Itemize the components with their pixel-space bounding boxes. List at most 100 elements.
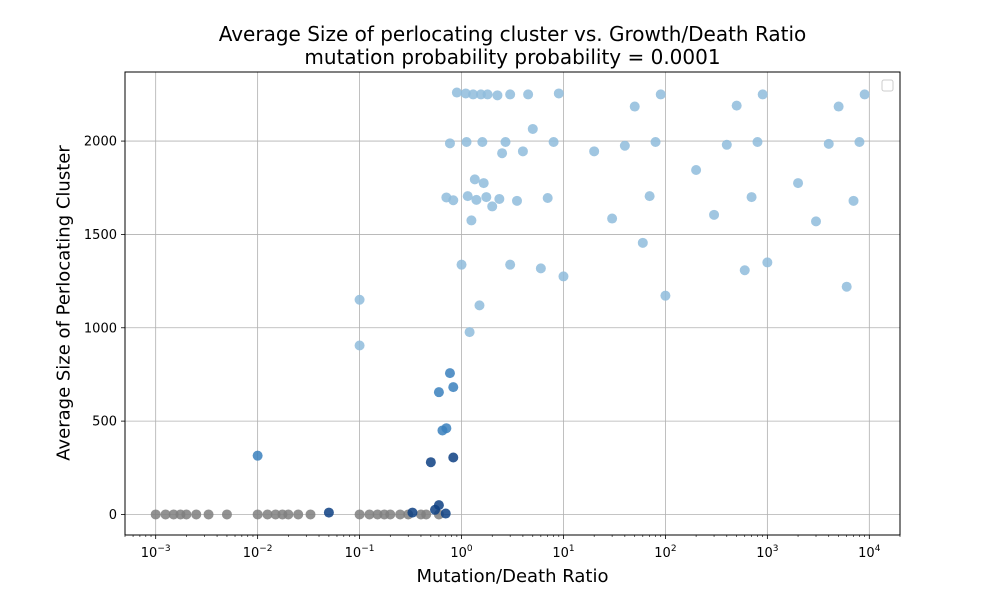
data-point [527,123,538,134]
data-point [854,137,865,148]
data-point [497,148,508,159]
data-point [553,88,564,99]
x-axis-ticks: 10−3 10−2 10−1 100 101 102 103 104 [141,535,881,561]
data-point [354,294,365,305]
chart-title-line-1: Average Size of perlocating cluster vs. … [218,22,807,46]
data-point [492,90,503,101]
data-point [354,340,365,351]
data-point [823,138,834,149]
x-axis-label: Mutation/Death Ratio [416,566,609,587]
data-point [354,509,365,520]
data-point [425,457,436,468]
data-point [469,174,480,185]
x-tick-label: 10−1 [345,544,375,561]
data-point [752,137,763,148]
x-tick-label: 104 [858,544,881,561]
data-point [478,178,489,189]
y-tick-label: 1500 [84,228,117,243]
data-point [293,509,304,520]
data-point [468,89,479,100]
data-point [252,509,263,520]
data-point [252,450,263,461]
data-point [444,138,455,149]
data-point [505,89,516,100]
data-point [471,194,482,205]
data-point [160,509,171,520]
data-point [283,509,294,520]
plot-frame [124,71,901,536]
data-point [395,509,406,520]
data-point [848,195,859,206]
data-point [407,507,418,518]
data-point [548,137,559,148]
data-point [650,137,661,148]
grid-lines [125,72,900,535]
x-tick-label: 100 [450,544,473,561]
x-tick-label: 103 [756,544,778,561]
x-tick-label: 102 [654,544,676,561]
data-point [456,259,467,270]
data-point [462,191,473,202]
data-point [448,382,459,393]
data-point [500,137,511,148]
data-point [542,193,553,204]
data-point [448,195,459,206]
data-point [511,195,522,206]
data-point [464,327,475,338]
data-point [505,259,516,270]
data-point [607,213,618,224]
data-point [448,452,459,463]
data-point [481,192,492,203]
data-point [841,281,852,292]
data-point [517,146,528,157]
data-point [323,507,334,518]
data-point [660,290,671,301]
data-point [691,165,702,176]
x-tick-label: 101 [552,544,574,561]
data-point [191,509,202,520]
data-point [150,509,161,520]
data-point [482,89,493,100]
data-point [444,368,455,379]
data-point [203,509,214,520]
data-point [833,101,844,112]
y-tick-label: 2000 [84,135,117,150]
data-point [721,139,732,150]
data-point [385,509,396,520]
y-axis-ticks: 0 500 1000 1500 2000 [84,135,125,523]
data-point [655,89,666,100]
chart-title-line-2: mutation probability probability = 0.000… [304,45,721,69]
data-point [364,509,375,520]
data-point [305,509,316,520]
data-point [466,215,477,226]
data-points [150,87,870,520]
data-point [731,100,742,111]
data-point [262,509,273,520]
y-axis-label: Average Size of Perlocating Cluster [53,145,75,461]
data-point [811,216,822,227]
data-point [461,137,472,148]
data-point [637,237,648,248]
data-point [440,508,451,519]
data-point [451,87,462,98]
y-tick-label: 500 [92,415,117,430]
y-tick-label: 0 [109,508,117,523]
data-point [221,509,232,520]
data-point [474,300,485,311]
data-point [762,257,773,268]
data-point [477,137,488,148]
legend-box [881,79,894,92]
data-point [181,509,192,520]
y-tick-label: 1000 [84,321,117,336]
data-point [433,500,444,511]
x-tick-label: 10−3 [141,544,171,561]
data-point [589,146,600,157]
data-point [460,88,471,99]
data-point [558,271,569,282]
data-point [523,89,534,100]
data-point [644,191,655,202]
data-point [739,265,750,276]
data-point [421,509,432,520]
data-point [535,263,546,274]
